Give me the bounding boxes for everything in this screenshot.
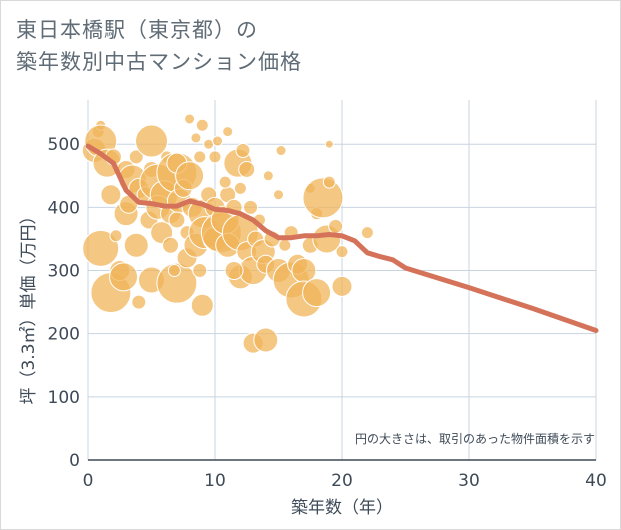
data-point xyxy=(168,211,186,229)
x-tick-label: 10 xyxy=(204,471,226,491)
data-point xyxy=(322,175,336,189)
data-point xyxy=(190,132,202,144)
y-tick-label: 0 xyxy=(69,451,80,471)
y-tick-label: 300 xyxy=(48,262,80,282)
data-point xyxy=(109,262,139,292)
data-point xyxy=(208,150,222,164)
data-point xyxy=(328,218,344,234)
y-tick-label: 200 xyxy=(48,325,80,345)
data-point xyxy=(128,149,144,165)
x-axis-title: 築年数（年） xyxy=(291,498,393,518)
data-point xyxy=(360,226,374,240)
x-tick-label: 40 xyxy=(585,471,607,491)
data-point xyxy=(302,278,332,308)
y-axis-title: 坪（3.3㎡）単価（万円） xyxy=(19,207,39,404)
bubble-size-note: 円の大きさは、取引のあった物件面積を示す xyxy=(355,431,595,446)
data-point xyxy=(192,263,208,279)
grid xyxy=(87,100,597,461)
data-point xyxy=(82,229,120,267)
data-point xyxy=(222,126,234,138)
data-point xyxy=(275,145,287,157)
data-point xyxy=(278,238,292,252)
data-point xyxy=(262,170,274,182)
data-point xyxy=(193,150,207,164)
data-point xyxy=(235,143,251,159)
chart-title-line2: 築年数別中古マンション価格 xyxy=(16,50,302,74)
data-point xyxy=(190,293,214,317)
data-point xyxy=(335,245,349,259)
data-point xyxy=(233,181,247,195)
data-point xyxy=(324,139,334,149)
data-point xyxy=(302,177,344,219)
data-point xyxy=(156,262,198,304)
chart-title: 東日本橋駅（東京都）の 築年数別中古マンション価格 xyxy=(16,14,302,78)
x-tick-label: 30 xyxy=(458,471,480,491)
trend-line-group xyxy=(85,143,599,333)
data-point xyxy=(218,175,232,189)
y-tick-label: 500 xyxy=(48,135,80,155)
trend-line xyxy=(85,143,599,333)
data-point xyxy=(212,135,224,147)
data-point xyxy=(243,199,259,215)
x-tick-label: 20 xyxy=(331,471,353,491)
chart-title-line1: 東日本橋駅（東京都）の xyxy=(16,18,258,42)
data-point xyxy=(135,124,168,158)
data-point xyxy=(162,236,180,254)
data-point xyxy=(131,294,147,310)
data-point xyxy=(123,232,149,258)
data-point xyxy=(175,161,205,191)
data-point xyxy=(167,264,181,278)
data-point xyxy=(331,275,353,297)
data-point xyxy=(238,160,256,178)
y-tick-label: 100 xyxy=(48,388,80,408)
data-point xyxy=(100,184,122,206)
data-point xyxy=(273,189,284,201)
x-tick-label: 0 xyxy=(83,471,94,491)
data-point xyxy=(253,327,279,353)
data-point xyxy=(224,261,244,281)
data-point xyxy=(184,113,196,125)
y-tick-label: 400 xyxy=(48,198,80,218)
data-point xyxy=(195,118,209,132)
data-point xyxy=(109,229,123,243)
